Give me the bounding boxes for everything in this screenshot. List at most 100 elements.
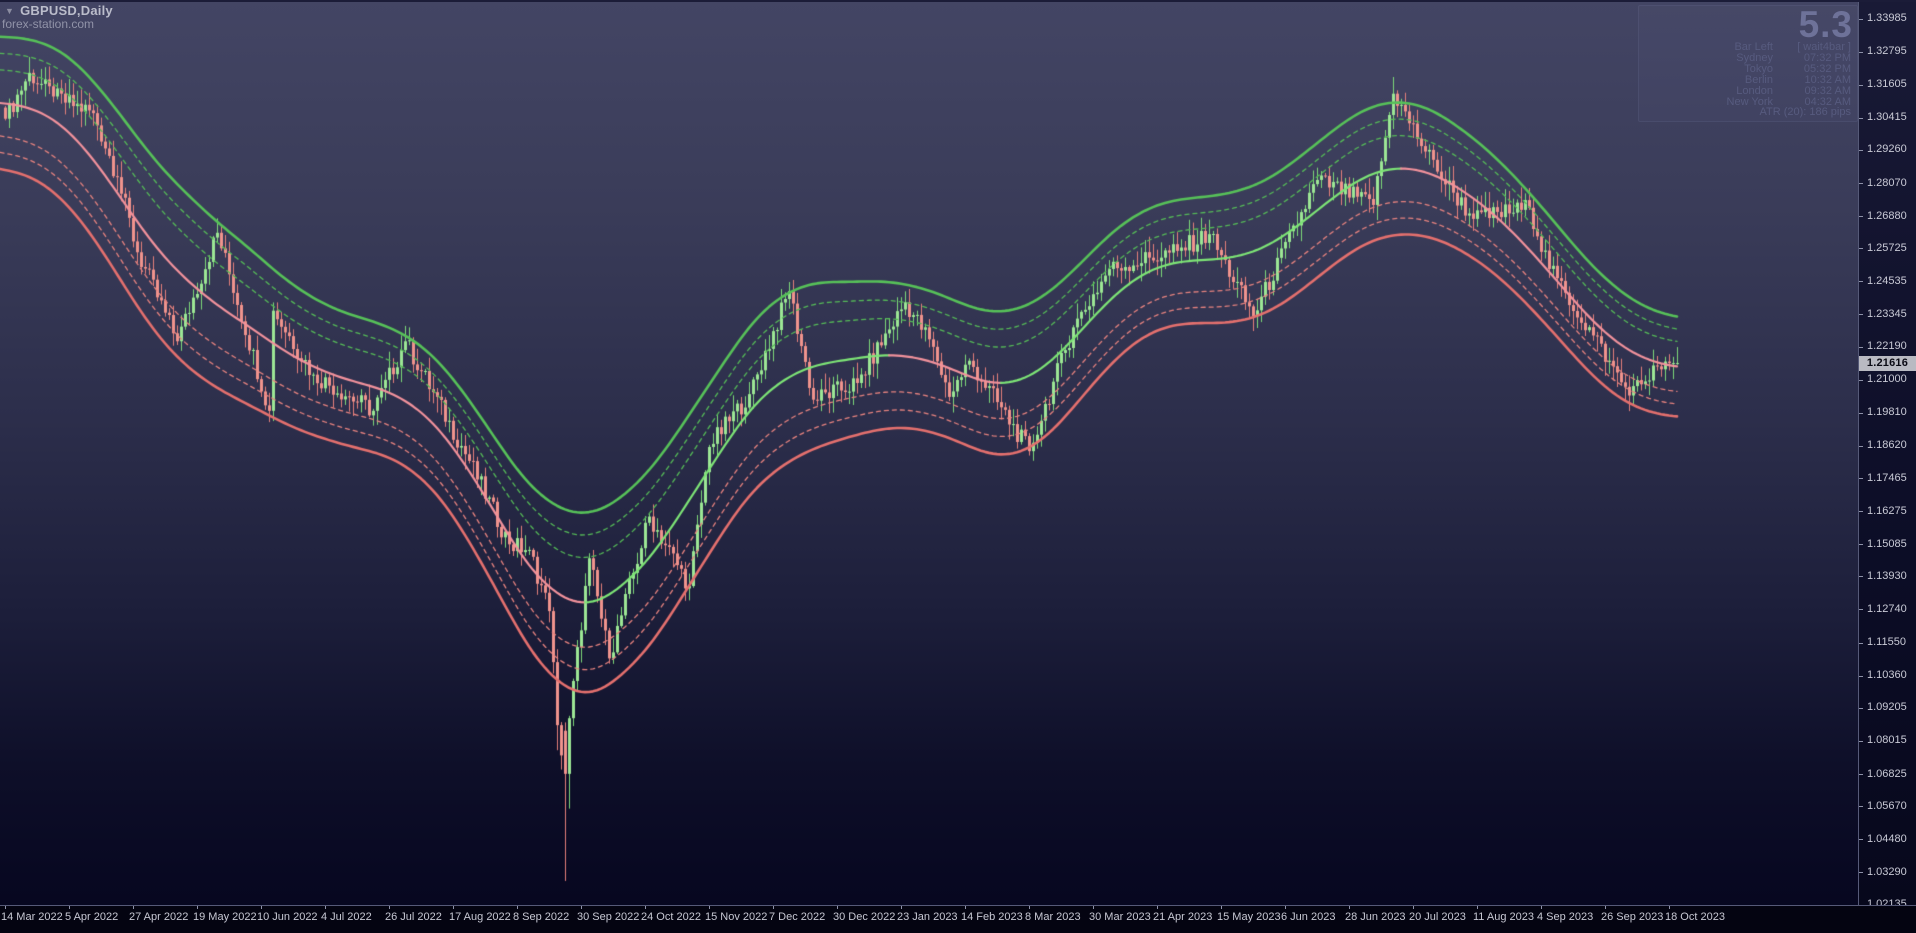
- session-value: 04:32 AM: [1804, 95, 1851, 108]
- date-tick-label: 23 Jan 2023: [897, 911, 958, 923]
- price-axis-tick: [1859, 544, 1863, 546]
- date-tick-label: 30 Mar 2023: [1089, 911, 1151, 923]
- date-tick-label: 30 Sep 2022: [577, 911, 640, 923]
- time-axis-line: [0, 905, 1916, 906]
- price-axis[interactable]: 1.33985 1.32795 1.31605 1.30415 1.29260 1.280…: [1859, 0, 1916, 910]
- current-price-badge: 1.21616: [1859, 355, 1916, 371]
- price-tick-label: 1.06825: [1867, 767, 1907, 780]
- session-label: New York: [1726, 95, 1773, 108]
- time-axis-tick: [645, 905, 646, 909]
- price-tick-label: 1.09205: [1867, 701, 1907, 714]
- price-tick-label: 1.08015: [1867, 734, 1907, 747]
- price-tick-label: 1.10360: [1867, 669, 1907, 682]
- time-axis-tick: [1285, 905, 1286, 909]
- date-tick-label: 10 Jun 2022: [257, 911, 318, 923]
- price-axis-tick: [1859, 642, 1863, 644]
- session-row: London 09:32 AM: [1645, 84, 1851, 97]
- date-tick-label: 6 Jun 2023: [1281, 911, 1336, 923]
- watermark-text: forex-station.com: [2, 17, 95, 31]
- chevron-down-icon[interactable]: ▼: [5, 5, 15, 16]
- session-row: New York 04:32 AM: [1645, 95, 1851, 108]
- time-axis-tick: [1029, 905, 1030, 909]
- date-tick-label: 30 Dec 2022: [833, 911, 896, 923]
- price-axis-tick: [1859, 51, 1863, 53]
- price-axis-tick: [1859, 379, 1863, 381]
- time-axis[interactable]: 14 Mar 2022 5 Apr 2022 27 Apr 2022 19 May 2…: [0, 905, 1916, 933]
- price-tick-label: 1.28070: [1867, 176, 1907, 189]
- time-axis-tick: [1093, 905, 1094, 909]
- price-axis-tick: [1859, 314, 1863, 316]
- price-tick-label: 1.05670: [1867, 799, 1907, 812]
- symbol-title: GBPUSD,Daily: [20, 3, 113, 18]
- price-axis-tick: [1859, 412, 1863, 414]
- price-axis-tick: [1859, 675, 1863, 677]
- price-tick-label: 1.12740: [1867, 602, 1907, 615]
- time-axis-tick: [261, 905, 262, 909]
- time-axis-tick: [5, 905, 6, 909]
- window-top-edge: [0, 0, 1916, 2]
- price-axis-tick: [1859, 183, 1863, 185]
- price-tick-label: 1.22190: [1867, 340, 1907, 353]
- session-value: 05:32 PM: [1803, 62, 1851, 75]
- date-tick-label: 8 Sep 2022: [513, 911, 570, 923]
- symbol-header: ▼ GBPUSD,Daily: [5, 3, 113, 18]
- price-tick-label: 1.30415: [1867, 111, 1907, 124]
- session-row: Berlin 10:32 AM: [1645, 74, 1851, 86]
- price-tick-label: 1.17465: [1867, 471, 1907, 484]
- price-axis-tick: [1859, 445, 1863, 447]
- session-row: Tokyo 05:32 PM: [1645, 62, 1851, 75]
- time-axis-tick: [965, 905, 966, 909]
- date-tick-label: 4 Jul 2022: [321, 911, 372, 923]
- time-axis-tick: [837, 905, 838, 909]
- time-axis-tick: [1157, 905, 1158, 909]
- price-axis-tick: [1859, 839, 1863, 841]
- time-axis-tick: [325, 905, 326, 909]
- price-axis-tick: [1859, 511, 1863, 513]
- time-axis-tick: [901, 905, 902, 909]
- price-tick-label: 1.13930: [1867, 569, 1907, 582]
- session-label: Bar Left: [1734, 41, 1773, 53]
- price-axis-tick: [1859, 609, 1863, 611]
- time-axis-tick: [69, 905, 70, 909]
- price-tick-label: 1.33985: [1867, 12, 1907, 24]
- price-axis-tick: [1859, 872, 1863, 874]
- price-tick-label: 1.23345: [1867, 307, 1907, 320]
- price-axis-tick: [1859, 216, 1863, 218]
- session-row: Sydney 07:32 PM: [1645, 51, 1851, 64]
- atr-readout: ATR (20): 186 pips: [1759, 106, 1851, 119]
- price-axis-tick: [1859, 806, 1863, 808]
- price-axis-tick: [1859, 149, 1863, 151]
- price-axis-line: [1858, 0, 1859, 906]
- spread-value: 5.3: [1798, 4, 1853, 45]
- time-axis-tick: [1221, 905, 1222, 909]
- date-tick-label: 17 Aug 2022: [449, 911, 511, 923]
- session-label: Tokyo: [1744, 62, 1773, 75]
- price-axis-tick: [1859, 248, 1863, 250]
- session-label: Sydney: [1736, 51, 1773, 64]
- price-tick-label: 1.21000: [1867, 373, 1907, 386]
- price-axis-tick: [1859, 740, 1863, 742]
- time-axis-tick: [517, 905, 518, 909]
- price-axis-tick: [1859, 117, 1863, 119]
- price-tick-label: 1.25725: [1867, 241, 1907, 254]
- price-axis-tick: [1859, 774, 1863, 776]
- date-tick-label: 15 Nov 2022: [705, 911, 768, 923]
- date-tick-label: 8 Mar 2023: [1025, 911, 1081, 923]
- price-tick-label: 1.31605: [1867, 78, 1907, 91]
- price-axis-tick: [1859, 346, 1863, 348]
- date-tick-label: 11 Aug 2023: [1473, 911, 1534, 923]
- price-tick-label: 1.18620: [1867, 439, 1907, 452]
- session-value: 07:32 PM: [1803, 51, 1851, 64]
- price-tick-label: 1.03290: [1867, 865, 1907, 878]
- time-axis-tick: [1541, 905, 1542, 909]
- session-label: London: [1736, 84, 1773, 97]
- date-tick-label: 15 May 2023: [1217, 911, 1281, 923]
- date-tick-label: 14 Feb 2023: [961, 911, 1023, 923]
- time-axis-tick: [133, 905, 134, 909]
- price-axis-tick: [1859, 707, 1863, 709]
- price-axis-tick: [1859, 576, 1863, 578]
- price-tick-label: 1.24535: [1867, 274, 1907, 287]
- date-tick-label: 14 Mar 2022: [1, 911, 63, 923]
